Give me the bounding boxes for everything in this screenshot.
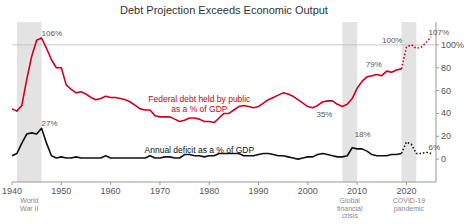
x-tick <box>357 182 358 185</box>
annotation: 100% <box>382 36 402 45</box>
annotation: 106% <box>42 29 62 38</box>
title: Debt Projection Exceeds Economic Output <box>120 4 328 16</box>
x-tick <box>61 182 62 185</box>
text-line: COVID-19 <box>393 197 425 204</box>
text-line: crisis <box>342 212 358 219</box>
y-tick-label: 0 <box>441 154 446 164</box>
y-tick <box>436 67 439 68</box>
shaded-region <box>17 22 42 182</box>
plot-data <box>12 37 436 159</box>
axes: 1940 1950 1960 1970 1980 1990 2000 2010 2020 0 20 4… <box>2 22 464 196</box>
y-tick <box>436 90 439 91</box>
chart: 1940 1950 1960 1970 1980 1990 2000 2010 2020 0 20 4… <box>0 0 474 224</box>
x-tick <box>406 182 407 185</box>
text-line: World <box>20 197 38 204</box>
x-tick <box>209 182 210 185</box>
y-tick <box>436 44 439 45</box>
text-line: pandemic <box>394 205 425 213</box>
series-line <box>12 38 401 123</box>
x-tick-label: 1950 <box>51 186 71 196</box>
x-axis-line <box>12 182 436 183</box>
annotation: 18% <box>355 130 371 139</box>
shaded-label: COVID-19pandemic <box>393 197 425 213</box>
y-tick-label: 100% <box>441 40 464 50</box>
text-line: as a % of GDP <box>171 104 228 114</box>
x-tick-label: 1940 <box>2 186 22 196</box>
y-tick-label: 60 <box>441 86 451 96</box>
y-tick-label: 40 <box>441 108 451 118</box>
line-labels: Federal debt held by publicas a % of GDP… <box>145 94 255 155</box>
shaded-labels: WorldWar II Globalfinancialcrisis COVID-19… <box>20 197 425 219</box>
x-tick <box>159 182 160 185</box>
annotation: 107% <box>429 28 449 37</box>
series-line <box>401 142 431 153</box>
x-tick-label: 1970 <box>150 186 170 196</box>
annotation: 79% <box>366 60 382 69</box>
x-tick-label: 2000 <box>298 186 318 196</box>
annotation: 6% <box>429 143 441 152</box>
y-tick-label: 80 <box>441 63 451 73</box>
line-label: Annual deficit as a % of GDP <box>145 145 255 155</box>
x-tick-label: 1990 <box>248 186 268 196</box>
text-line: financial <box>337 205 363 212</box>
text-line: Annual deficit as a % of GDP <box>145 145 255 155</box>
x-tick <box>110 182 111 185</box>
line-label: Federal debt held by publicas a % of GDP <box>148 94 251 114</box>
x-tick-label: 2020 <box>396 186 416 196</box>
y-tick <box>436 113 439 114</box>
text-line: Global <box>340 197 361 204</box>
reference-line <box>12 44 436 45</box>
shaded-regions <box>17 22 416 182</box>
series-line <box>401 37 431 69</box>
annotation: 27% <box>42 119 58 128</box>
y-tick <box>436 136 439 137</box>
x-tick <box>307 182 308 185</box>
x-tick <box>12 182 13 185</box>
text-line: War II <box>20 205 38 212</box>
y-tick-label: 20 <box>441 131 451 141</box>
text-line: Federal debt held by public <box>148 94 251 104</box>
x-tick-label: 2010 <box>347 186 367 196</box>
annotation: 35% <box>316 110 332 119</box>
x-tick-label: 1960 <box>101 186 121 196</box>
x-tick-label: 1980 <box>199 186 219 196</box>
series-line <box>12 128 401 159</box>
shaded-label: WorldWar II <box>20 197 38 212</box>
annotations: 106% 35% 79% 100% 107% 27% 18% 6% <box>42 28 449 152</box>
y-tick <box>436 159 439 160</box>
x-tick <box>258 182 259 185</box>
y-axis-line <box>436 22 437 182</box>
shaded-label: Globalfinancialcrisis <box>337 197 363 219</box>
